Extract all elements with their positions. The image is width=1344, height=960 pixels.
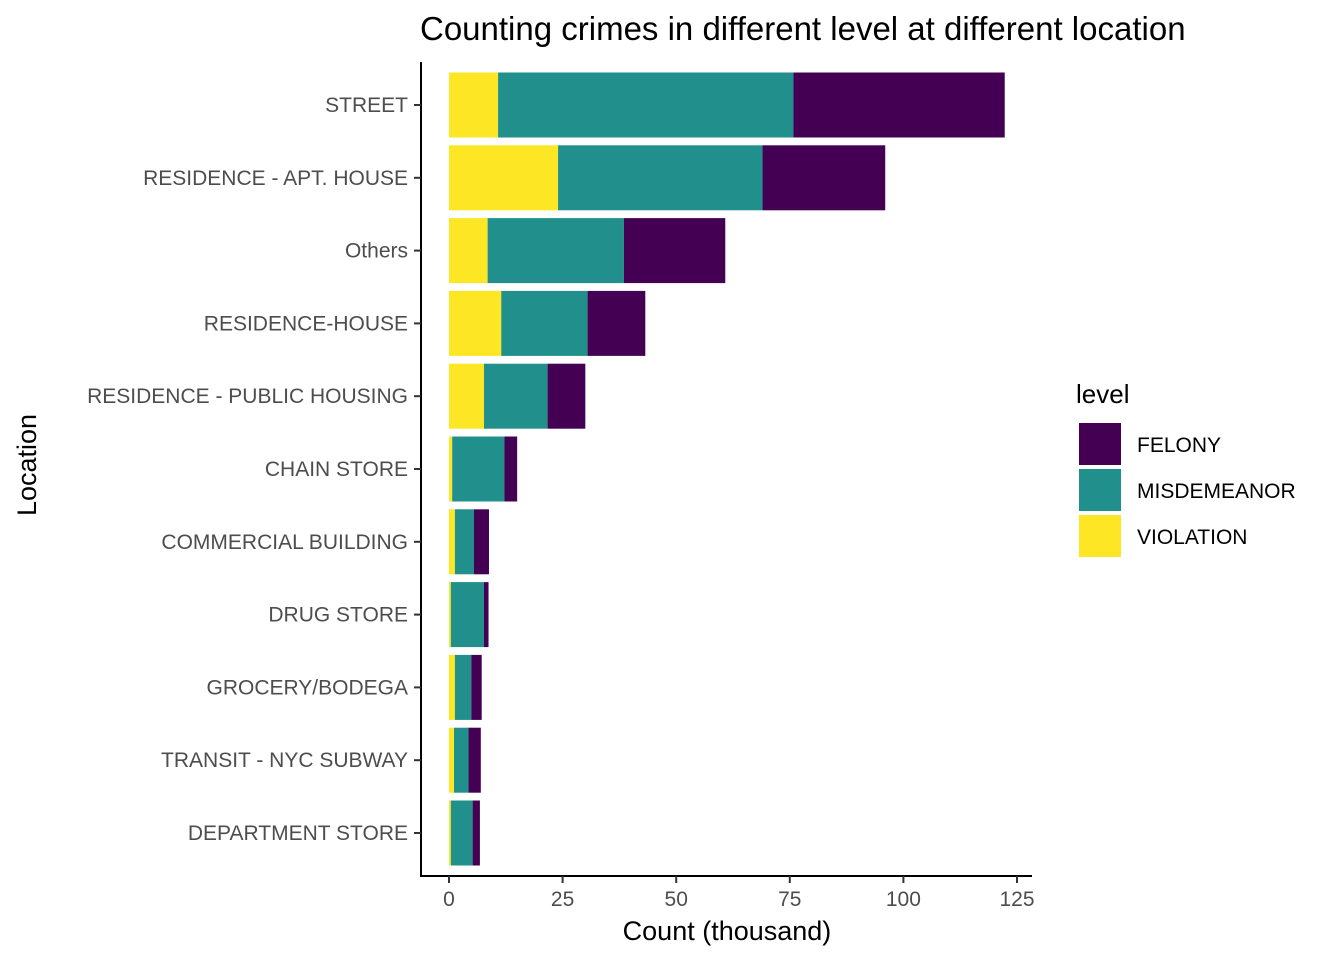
bar-chain-store-misdemeanor xyxy=(452,436,505,502)
bar-transit-nyc-subway-felony xyxy=(468,727,481,793)
bars xyxy=(449,72,1005,866)
bar-residence-apt-house-violation xyxy=(449,145,559,211)
chart-title: Counting crimes in different level at di… xyxy=(420,10,1186,47)
bar-residence-public-housing-felony xyxy=(547,363,586,429)
y-tick-label: RESIDENCE-HOUSE xyxy=(204,312,408,335)
bar-transit-nyc-subway-misdemeanor xyxy=(453,727,469,793)
y-tick-label: DEPARTMENT STORE xyxy=(188,822,408,845)
bar-residence-apt-house-felony xyxy=(762,145,886,211)
x-tick-label: 50 xyxy=(665,888,688,911)
bar-drug-store-misdemeanor xyxy=(450,582,484,648)
bar-commercial-building-misdemeanor xyxy=(454,509,474,575)
bar-residence-house-felony xyxy=(587,290,646,356)
bar-commercial-building-violation xyxy=(449,509,455,575)
bar-others-misdemeanor xyxy=(487,218,624,284)
bar-residence-apt-house-misdemeanor xyxy=(558,145,763,211)
bar-chain-store-felony xyxy=(504,436,518,502)
bar-grocery-bodega-misdemeanor xyxy=(454,654,472,720)
bar-street-felony xyxy=(793,72,1005,138)
y-axis-title: Location xyxy=(12,414,42,516)
y-ticks: STREET RESIDENCE - APT. HOUSE Others RESIDE… xyxy=(87,94,421,845)
y-tick-label: CHAIN STORE xyxy=(265,458,408,481)
y-tick-label: RESIDENCE - PUBLIC HOUSING xyxy=(87,385,408,408)
x-tick-label: 75 xyxy=(778,888,801,911)
y-tick-label: Others xyxy=(345,240,408,263)
legend: FELONY MISDEMEANOR VIOLATION xyxy=(1079,423,1296,557)
bar-commercial-building-felony xyxy=(473,509,489,575)
x-tick-label: 25 xyxy=(551,888,574,911)
bar-drug-store-violation xyxy=(449,582,451,648)
y-tick-label: DRUG STORE xyxy=(268,604,408,627)
bar-residence-public-housing-violation xyxy=(449,363,484,429)
legend-swatch-violation xyxy=(1079,515,1121,557)
x-ticks: 0 25 50 75 100 125 xyxy=(443,876,1035,911)
bar-residence-house-violation xyxy=(449,290,502,356)
y-tick-label: STREET xyxy=(325,94,408,117)
y-tick-label: TRANSIT - NYC SUBWAY xyxy=(161,749,408,772)
bar-street-misdemeanor xyxy=(498,72,794,138)
bar-street-violation xyxy=(449,72,499,138)
bar-department-store-violation xyxy=(449,800,451,866)
bar-department-store-felony xyxy=(472,800,480,866)
bar-drug-store-felony xyxy=(483,582,489,648)
bar-others-violation xyxy=(449,218,488,284)
y-tick-label: RESIDENCE - APT. HOUSE xyxy=(143,167,408,190)
x-tick-label: 125 xyxy=(999,888,1034,911)
legend-swatch-felony xyxy=(1079,423,1121,465)
legend-label-misdemeanor: MISDEMEANOR xyxy=(1137,480,1296,503)
bar-chain-store-violation xyxy=(449,436,453,502)
legend-title: level xyxy=(1076,379,1129,409)
bar-others-felony xyxy=(623,218,726,284)
x-axis-title: Count (thousand) xyxy=(623,916,832,946)
legend-label-violation: VIOLATION xyxy=(1137,526,1247,549)
legend-label-felony: FELONY xyxy=(1137,434,1221,457)
bar-transit-nyc-subway-violation xyxy=(449,727,454,793)
legend-swatch-misdemeanor xyxy=(1079,469,1121,511)
bar-grocery-bodega-violation xyxy=(449,654,455,720)
y-tick-label: COMMERCIAL BUILDING xyxy=(161,531,408,554)
x-tick-label: 0 xyxy=(443,888,455,911)
bar-residence-public-housing-misdemeanor xyxy=(483,363,548,429)
bar-residence-house-misdemeanor xyxy=(501,290,588,356)
x-tick-label: 100 xyxy=(886,888,921,911)
y-tick-label: GROCERY/BODEGA xyxy=(207,676,409,699)
bar-department-store-misdemeanor xyxy=(450,800,473,866)
bar-grocery-bodega-felony xyxy=(471,654,482,720)
